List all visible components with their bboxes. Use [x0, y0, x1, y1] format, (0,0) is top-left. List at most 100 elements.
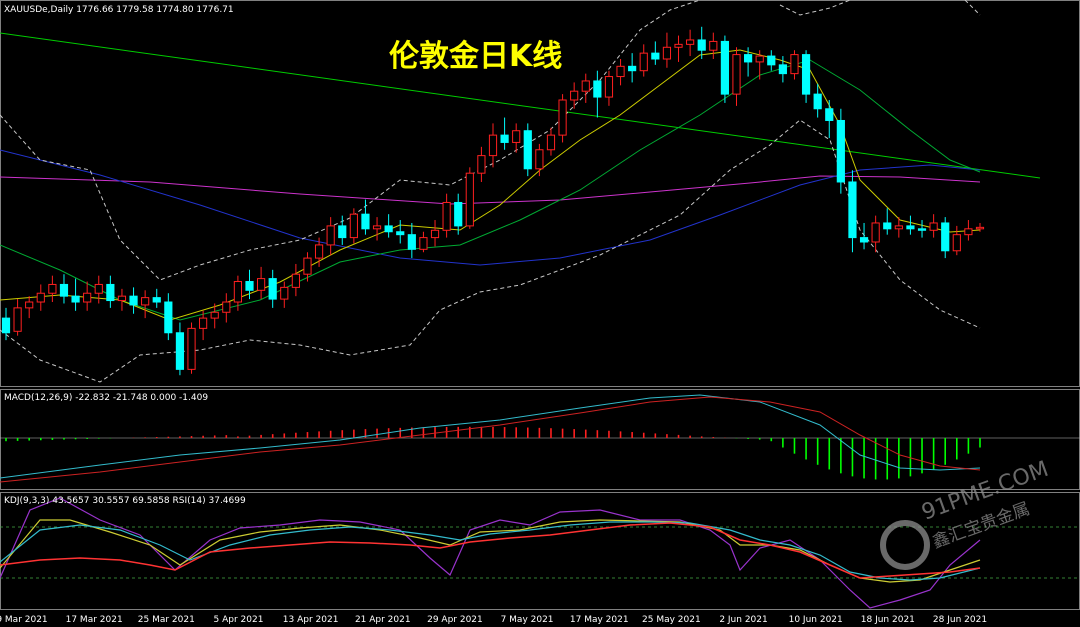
kdj-lines	[0, 497, 981, 609]
date-tick-label: 17 May 2021	[570, 615, 629, 625]
candle-body	[59, 283, 69, 297]
candle-body	[662, 46, 672, 60]
candle	[593, 70, 602, 118]
candle-body	[929, 222, 938, 231]
candle	[48, 275, 57, 303]
candle	[604, 70, 614, 106]
macd-label: MACD(12,26,9) -22.832 -21.748 0.000 -1.4…	[4, 393, 208, 403]
candle-body	[639, 52, 648, 72]
candle	[349, 208, 358, 244]
candle	[13, 299, 22, 336]
candle-body	[883, 222, 892, 230]
candle	[372, 217, 382, 241]
candle	[326, 217, 335, 256]
candle-body	[906, 225, 915, 230]
candle	[164, 293, 173, 341]
candle-body	[199, 317, 208, 329]
date-tick-label: 29 Apr 2021	[427, 615, 483, 625]
candle	[720, 35, 729, 103]
candle-body	[372, 225, 382, 230]
date-tick-label: 5 Apr 2021	[214, 615, 264, 625]
ma-yellow	[0, 49, 981, 321]
candle-body	[245, 281, 254, 291]
candle	[686, 29, 695, 57]
candle	[790, 50, 799, 80]
candle	[187, 322, 196, 374]
date-tick-label: 25 Mar 2021	[138, 615, 195, 625]
candle	[83, 281, 92, 311]
candle	[952, 225, 961, 256]
candle	[500, 117, 509, 150]
candle-body	[314, 244, 324, 259]
candle-body	[720, 40, 729, 95]
candle	[917, 220, 927, 238]
candle-body	[141, 297, 150, 306]
date-tick-label: 25 May 2021	[642, 615, 701, 625]
candle	[303, 252, 312, 282]
candle-body	[604, 76, 614, 98]
candle-body	[512, 130, 521, 143]
ma-magenta	[0, 175, 981, 205]
candle-body	[106, 283, 115, 302]
candle-body	[558, 99, 567, 136]
candle	[199, 310, 208, 341]
candle	[268, 269, 277, 308]
candle-body	[454, 201, 463, 227]
candle	[71, 278, 80, 311]
candle-body	[1, 317, 11, 334]
macd-line	[0, 394, 981, 479]
candle-body	[836, 119, 845, 183]
candle-body	[744, 54, 753, 63]
kdj-d-line	[0, 521, 981, 581]
candle	[94, 275, 103, 304]
candle-body	[871, 222, 880, 243]
candle-body	[25, 301, 34, 309]
candle-body	[129, 295, 138, 306]
date-tick-label: 21 Apr 2021	[355, 615, 411, 625]
candle	[767, 50, 776, 71]
trend-line-green	[0, 32, 1041, 179]
kdj-j-line	[0, 497, 981, 609]
candle	[430, 220, 440, 247]
candle	[314, 237, 324, 267]
candle	[709, 32, 718, 59]
candle	[662, 32, 672, 68]
candle	[975, 222, 985, 232]
date-tick-label: 28 Jun 2021	[933, 615, 987, 625]
candle	[616, 58, 625, 86]
candle-body	[894, 225, 903, 230]
candle-body	[326, 225, 335, 246]
candle-body	[581, 80, 590, 92]
candle-body	[570, 90, 579, 101]
date-tick-label: 10 Jun 2021	[789, 615, 843, 625]
candle-body	[338, 225, 347, 239]
candle-body	[941, 222, 950, 252]
overlay-title: 伦敦金日K线	[389, 39, 562, 74]
candle-body	[917, 228, 927, 231]
candle-body	[651, 52, 660, 60]
candle	[941, 217, 950, 259]
candle-body	[442, 201, 451, 231]
candle	[929, 214, 938, 238]
candle	[465, 167, 474, 229]
candle	[488, 123, 498, 168]
candle	[1, 307, 11, 341]
candle	[210, 303, 219, 329]
macd-lines	[0, 394, 981, 483]
candle-body	[674, 43, 683, 48]
candle-body	[790, 54, 799, 75]
candle	[129, 287, 138, 314]
candle	[558, 94, 567, 143]
candle	[628, 53, 637, 83]
macd-histogram	[5, 426, 981, 480]
candle	[848, 170, 857, 253]
candle	[825, 99, 834, 139]
candle-body	[164, 301, 173, 334]
candle	[233, 275, 242, 311]
date-tick-label: 13 Apr 2021	[283, 615, 339, 625]
ma-blue	[0, 149, 981, 266]
candle-body	[36, 292, 45, 303]
candle-body	[488, 134, 498, 157]
candle-body	[71, 295, 80, 303]
candle	[36, 284, 45, 311]
